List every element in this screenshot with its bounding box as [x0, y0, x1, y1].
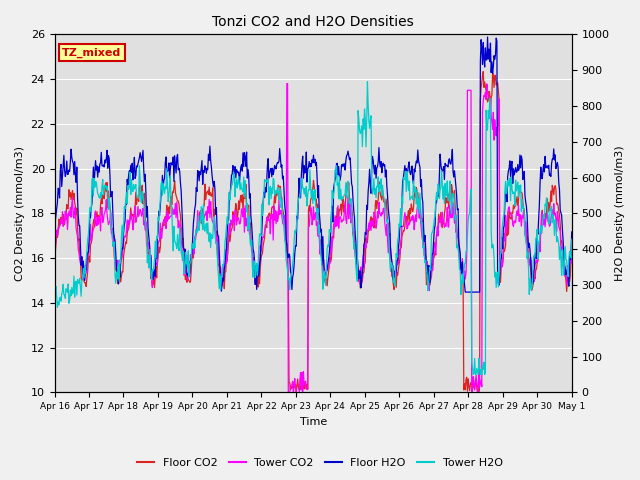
Tower H2O: [60, 292, 68, 298]
Tower H2O: [51, 285, 58, 291]
Tower CO2: [568, 248, 575, 254]
Text: TZ_mixed: TZ_mixed: [62, 48, 122, 58]
Floor H2O: [113, 270, 121, 276]
Tower CO2: [294, 399, 302, 405]
Floor CO2: [479, 69, 487, 74]
Tower CO2: [193, 224, 201, 229]
Floor H2O: [461, 289, 469, 295]
Tower CO2: [166, 215, 173, 220]
Tower CO2: [392, 272, 400, 277]
Tower H2O: [376, 186, 384, 192]
Floor CO2: [113, 273, 121, 279]
Floor H2O: [391, 268, 399, 274]
Tower H2O: [392, 268, 399, 274]
Line: Tower H2O: Tower H2O: [54, 82, 572, 374]
Tower CO2: [51, 244, 58, 250]
Floor CO2: [474, 390, 481, 396]
Floor H2O: [166, 175, 173, 181]
Tower H2O: [193, 229, 201, 235]
Floor H2O: [51, 231, 58, 237]
Line: Tower CO2: Tower CO2: [54, 84, 572, 402]
Tower CO2: [113, 263, 121, 269]
Line: Floor CO2: Floor CO2: [54, 72, 572, 393]
Floor CO2: [568, 256, 575, 262]
Floor H2O: [193, 189, 201, 194]
Tower H2O: [469, 372, 477, 377]
Floor CO2: [60, 222, 68, 228]
Floor H2O: [568, 229, 575, 235]
Floor H2O: [484, 34, 492, 40]
Floor CO2: [391, 275, 399, 280]
Tower CO2: [283, 81, 291, 86]
Line: Floor H2O: Floor H2O: [54, 37, 572, 292]
Tower H2O: [364, 79, 371, 84]
Y-axis label: CO2 Density (mmol/m3): CO2 Density (mmol/m3): [15, 146, 25, 281]
Tower CO2: [60, 219, 68, 225]
Tower H2O: [113, 269, 121, 275]
Floor H2O: [376, 160, 383, 166]
X-axis label: Time: Time: [300, 417, 327, 427]
Y-axis label: H2O Density (mmol/m3): H2O Density (mmol/m3): [615, 145, 625, 281]
Tower H2O: [568, 236, 575, 242]
Floor CO2: [166, 211, 173, 216]
Tower CO2: [377, 213, 385, 219]
Floor CO2: [51, 253, 58, 259]
Legend: Floor CO2, Tower CO2, Floor H2O, Tower H2O: Floor CO2, Tower CO2, Floor H2O, Tower H…: [133, 453, 507, 472]
Floor CO2: [376, 187, 383, 193]
Floor H2O: [60, 153, 68, 158]
Floor CO2: [193, 224, 201, 229]
Tower H2O: [166, 181, 173, 187]
Title: Tonzi CO2 and H2O Densities: Tonzi CO2 and H2O Densities: [212, 15, 414, 29]
